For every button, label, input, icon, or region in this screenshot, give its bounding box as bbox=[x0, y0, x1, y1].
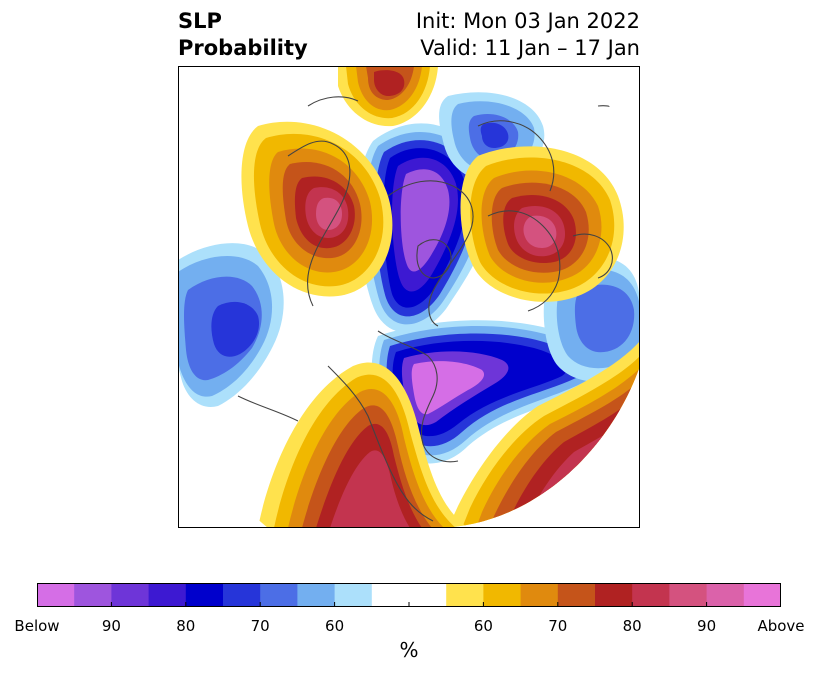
colorbar-cell bbox=[557, 583, 596, 607]
colorbar-cell bbox=[74, 583, 112, 607]
anomaly-below-central-us bbox=[371, 320, 606, 464]
anomaly-above-mexico bbox=[258, 362, 468, 528]
colorbar-cell bbox=[520, 583, 559, 607]
colorbar-cell bbox=[743, 583, 781, 607]
colorbar-tick-label: Above bbox=[757, 617, 805, 635]
colorbar-cell bbox=[223, 583, 261, 607]
colorbar-cell bbox=[446, 583, 484, 607]
anomaly-fields bbox=[178, 66, 640, 528]
colorbar-tick-label: 70 bbox=[548, 617, 568, 635]
colorbar-cell bbox=[37, 583, 75, 607]
colorbar-cell bbox=[260, 583, 298, 607]
anomaly-above-arctic-russia bbox=[338, 66, 438, 127]
colorbar-cell bbox=[632, 583, 670, 607]
anomaly-above-east-asia bbox=[241, 121, 393, 297]
colorbar-tick-label: 60 bbox=[473, 617, 493, 635]
colorbar-unit: % bbox=[399, 638, 419, 662]
colorbar-cell bbox=[595, 583, 633, 607]
colorbar-cell bbox=[148, 583, 187, 607]
colorbar-tick-label: 60 bbox=[325, 617, 345, 635]
colorbar-tick-label: Below bbox=[14, 617, 60, 635]
anomaly-below-arctic-canada bbox=[357, 123, 492, 333]
colorbar-tick-label: 80 bbox=[176, 617, 196, 635]
title-line-2: Probability bbox=[178, 36, 308, 60]
probability-map bbox=[178, 66, 640, 528]
valid-range: Valid: 11 Jan – 17 Jan bbox=[420, 36, 640, 60]
colorbar-cell bbox=[371, 583, 410, 607]
colorbar-cell bbox=[483, 583, 522, 607]
colorbar-tick-label: 90 bbox=[101, 617, 121, 635]
colorbar-cell bbox=[334, 583, 373, 607]
colorbar-cell bbox=[111, 583, 150, 607]
colorbar-cell bbox=[185, 583, 224, 607]
colorbar-cell bbox=[409, 583, 447, 607]
colorbar-cell bbox=[297, 583, 336, 607]
colorbar-tick-label: 70 bbox=[250, 617, 270, 635]
colorbar-cell bbox=[669, 583, 708, 607]
init-date: Init: Mon 03 Jan 2022 bbox=[415, 9, 640, 33]
chart-title: SLP Probability bbox=[178, 8, 308, 62]
title-line-1: SLP bbox=[178, 9, 222, 33]
colorbar-cell bbox=[706, 583, 745, 607]
anomaly-below-north-atlantic bbox=[543, 257, 640, 382]
colorbar-cells bbox=[37, 583, 781, 607]
colorbar-frame bbox=[37, 583, 781, 607]
forecast-dates: Init: Mon 03 Jan 2022 Valid: 11 Jan – 17… bbox=[416, 8, 640, 62]
map-frame bbox=[178, 66, 640, 528]
colorbar-tick-label: 80 bbox=[622, 617, 642, 635]
coastlines bbox=[237, 96, 634, 522]
colorbar-tick-label: 90 bbox=[697, 617, 717, 635]
probability-colorbar bbox=[37, 583, 781, 607]
anomaly-below-north-pacific bbox=[178, 243, 284, 407]
anomaly-above-europe bbox=[460, 146, 624, 302]
